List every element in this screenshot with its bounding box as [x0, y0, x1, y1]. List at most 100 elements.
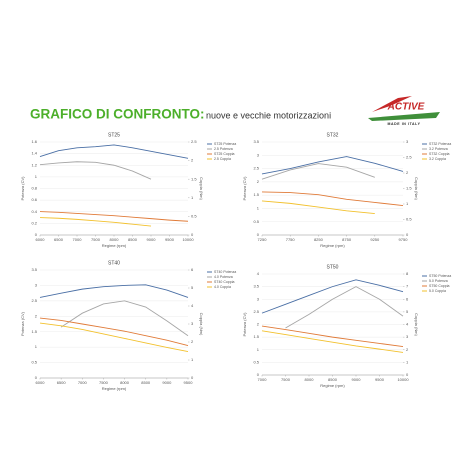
y-tick-label: 2.5	[31, 298, 37, 303]
series-line	[261, 325, 404, 348]
series-line	[39, 161, 152, 180]
legend-label: 4.0 Coppia	[214, 285, 231, 289]
series-line	[285, 286, 404, 329]
x-tick-label: 9000	[147, 237, 157, 242]
series-line	[39, 322, 189, 352]
x-tick-label: 7000	[78, 380, 88, 385]
y2-tick-label: 3	[191, 321, 194, 326]
legend-label: 5.0 Potenza	[429, 279, 448, 283]
x-tick-label: 7500	[281, 377, 291, 382]
y2-tick-label: 3	[406, 334, 409, 339]
series-line	[60, 300, 189, 337]
y-tick-label: 3.5	[31, 267, 37, 272]
y-tick-label: 3	[35, 282, 38, 287]
y-tick-label: 3	[257, 152, 260, 157]
x-tick-label: 8500	[328, 377, 338, 382]
chart-title: ST32	[327, 132, 339, 138]
legend-label: 2.5 Coppia	[214, 157, 231, 161]
x-axis-label: Regime (rpm)	[320, 383, 345, 388]
y2-axis-label: Coppia (Nm)	[199, 177, 204, 200]
series-line	[39, 211, 189, 222]
y-tick-label: 3.5	[253, 139, 259, 144]
y-tick-label: 1.6	[31, 139, 37, 144]
legend-label: 3.2 Potenza	[429, 147, 448, 151]
x-tick-label: 9500	[375, 377, 385, 382]
y2-tick-label: 0	[406, 372, 409, 377]
chart-title: ST50	[327, 264, 339, 270]
series-line	[261, 330, 404, 353]
x-tick-label: 9500	[184, 380, 194, 385]
x-tick-label: 6500	[57, 380, 67, 385]
y-tick-label: 2	[257, 322, 260, 327]
x-tick-label: 8500	[128, 237, 138, 242]
y2-tick-label: 2	[406, 170, 409, 175]
y2-tick-label: 5	[191, 285, 194, 290]
y2-tick-label: 4	[191, 303, 194, 308]
legend-label: 5.0 Coppia	[429, 289, 446, 293]
series-line	[261, 163, 375, 180]
x-tick-label: 9000	[352, 377, 362, 382]
series-line	[39, 217, 152, 227]
logo: ACTIVE MADE IN ITALY	[368, 96, 440, 126]
legend-label: 3.2 Coppia	[429, 157, 446, 161]
x-tick-label: 7500	[91, 237, 101, 242]
y-axis-label: Potenza (CV)	[242, 176, 247, 201]
x-tick-label: 7000	[258, 377, 268, 382]
y2-tick-label: 2	[191, 339, 194, 344]
y2-tick-label: 0	[191, 375, 194, 380]
y2-tick-label: 0	[406, 232, 409, 237]
chart-title: ST25	[108, 132, 120, 138]
y2-tick-label: 0.5	[406, 217, 412, 222]
y2-tick-label: 1	[406, 201, 409, 206]
y-tick-label: 2.5	[253, 309, 259, 314]
x-tick-label: 7500	[99, 380, 109, 385]
y-tick-label: 0.4	[31, 209, 37, 214]
y-tick-label: 1	[257, 347, 260, 352]
y2-tick-label: 6	[406, 296, 409, 301]
legend-label: ST40 Coppia	[214, 280, 234, 284]
y-axis-label: Potenza (CV)	[242, 312, 247, 337]
y-tick-label: 0.2	[31, 220, 37, 225]
x-tick-label: 8500	[141, 380, 151, 385]
x-tick-label: 7000	[73, 237, 83, 242]
logo-text: ACTIVE	[387, 102, 425, 113]
x-tick-label: 7750	[286, 237, 296, 242]
y-axis-label: Potenza (CV)	[20, 311, 25, 336]
x-tick-label: 8000	[110, 237, 120, 242]
x-tick-label: 9000	[162, 380, 172, 385]
y-tick-label: 2	[257, 179, 260, 184]
x-tick-label: 6000	[36, 380, 46, 385]
y-tick-label: 4	[257, 271, 260, 276]
legend-label: ST32 Coppia	[429, 152, 449, 156]
y-tick-label: 2	[35, 313, 38, 318]
y-axis-label: Potenza (CV)	[20, 176, 25, 201]
y2-tick-label: 2	[406, 347, 409, 352]
y-tick-label: 1	[35, 174, 38, 179]
series-line	[39, 144, 189, 159]
y2-tick-label: 2	[191, 158, 194, 163]
y-tick-label: 0.8	[31, 186, 37, 191]
y2-tick-label: 6	[191, 267, 194, 272]
x-tick-label: 10000	[397, 377, 409, 382]
y2-tick-label: 1.5	[191, 176, 197, 181]
y2-tick-label: 1	[406, 359, 409, 364]
x-tick-label: 9500	[165, 237, 175, 242]
y2-tick-label: 1	[191, 195, 194, 200]
y2-tick-label: 1	[191, 357, 194, 362]
y2-tick-label: 1.5	[406, 186, 412, 191]
y2-tick-label: 2.5	[406, 155, 412, 160]
y-tick-label: 3	[257, 296, 260, 301]
y-tick-label: 0.5	[31, 360, 37, 365]
chart: ST32 0 0.5 1 1.5 2 2.5 3 3.5 0 0.5 1 1.5 2 2.5 3 7250 775…	[242, 132, 451, 248]
x-tick-label: 10000	[182, 237, 194, 242]
y-tick-label: 1	[257, 205, 260, 210]
logo-swoosh	[368, 112, 440, 121]
x-axis-label: Regime (rpm)	[102, 243, 127, 248]
y-tick-label: 0	[257, 372, 260, 377]
y-tick-label: 1	[35, 344, 38, 349]
y-tick-label: 0.5	[253, 359, 259, 364]
chart: ST40 0 0.5 1 1.5 2 2.5 3 3.5 0 1 2 3 4 5 6 6000 6500 7000 7…	[20, 260, 236, 391]
y-tick-label: 1.5	[253, 334, 259, 339]
series-line	[261, 200, 375, 215]
x-axis-label: Regime (rpm)	[320, 243, 345, 248]
